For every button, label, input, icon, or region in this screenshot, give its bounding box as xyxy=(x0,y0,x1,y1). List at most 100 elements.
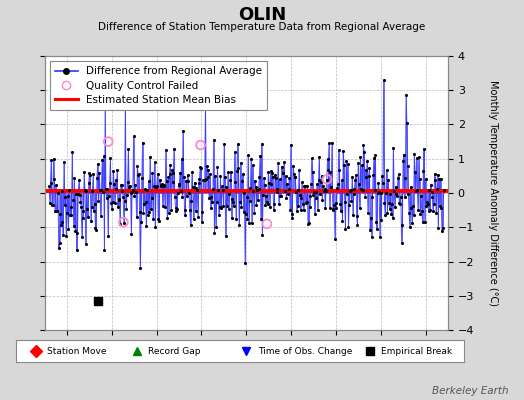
Point xyxy=(388,200,396,207)
Point xyxy=(386,190,395,197)
Point xyxy=(176,170,184,176)
Point xyxy=(63,193,72,200)
Point xyxy=(419,168,428,174)
Point xyxy=(209,186,217,193)
Point xyxy=(56,210,64,217)
Point xyxy=(428,189,436,196)
Text: Difference of Station Temperature Data from Regional Average: Difference of Station Temperature Data f… xyxy=(99,22,425,32)
Point xyxy=(180,174,188,180)
Point xyxy=(226,177,234,183)
Point xyxy=(156,182,165,188)
Point xyxy=(253,186,261,193)
Point xyxy=(283,181,291,187)
Point xyxy=(129,133,138,140)
Point xyxy=(417,192,425,199)
Point xyxy=(82,188,91,194)
Point xyxy=(265,180,274,186)
Point xyxy=(245,198,254,204)
Point xyxy=(383,210,391,216)
Point xyxy=(90,208,98,215)
Point xyxy=(268,170,276,176)
Point xyxy=(435,176,443,182)
Point xyxy=(117,182,125,188)
Point xyxy=(134,171,143,178)
Point xyxy=(154,216,162,222)
Point xyxy=(316,179,325,186)
Point xyxy=(292,188,300,195)
Point xyxy=(160,182,169,188)
Point xyxy=(429,208,437,215)
Point xyxy=(231,179,239,186)
Point xyxy=(348,174,356,181)
Point xyxy=(139,210,148,216)
Point xyxy=(106,155,115,162)
Point xyxy=(128,189,136,195)
Point xyxy=(180,207,189,214)
Point xyxy=(171,194,179,200)
Point xyxy=(260,175,268,181)
Point xyxy=(70,223,78,230)
Point xyxy=(170,146,178,152)
Point xyxy=(384,177,392,183)
Point xyxy=(99,189,107,195)
Point xyxy=(68,148,77,155)
Point xyxy=(354,160,363,166)
Point xyxy=(195,176,204,182)
Point xyxy=(51,208,59,214)
Point xyxy=(299,201,307,207)
Point xyxy=(93,175,101,182)
Point xyxy=(390,187,398,194)
Point xyxy=(297,195,305,202)
Point xyxy=(375,189,384,195)
Point xyxy=(264,201,272,208)
Point xyxy=(236,199,244,205)
Point xyxy=(189,183,197,190)
Point xyxy=(362,166,370,173)
Point xyxy=(133,163,141,169)
Point xyxy=(339,218,347,224)
Point xyxy=(315,154,323,160)
Point xyxy=(310,188,318,195)
Point xyxy=(199,177,208,183)
Point xyxy=(192,208,200,214)
Point xyxy=(300,183,309,189)
Point xyxy=(130,192,138,199)
Point xyxy=(327,184,335,190)
Point xyxy=(431,177,440,183)
Point xyxy=(114,195,123,202)
Point xyxy=(391,204,399,210)
Point xyxy=(281,188,289,194)
Point xyxy=(218,183,226,190)
Point xyxy=(54,245,63,252)
Point xyxy=(129,187,137,193)
Point xyxy=(434,225,442,232)
Point xyxy=(391,183,400,190)
Point xyxy=(349,212,357,218)
Point xyxy=(258,232,267,238)
Point xyxy=(225,191,234,197)
Point xyxy=(407,184,415,190)
Point xyxy=(394,174,402,181)
Point xyxy=(275,201,283,208)
Point xyxy=(367,214,375,221)
Point xyxy=(79,208,88,214)
Point xyxy=(376,234,384,240)
Point xyxy=(219,187,227,194)
Point xyxy=(159,203,167,210)
Point xyxy=(399,158,407,164)
Text: Record Gap: Record Gap xyxy=(148,346,200,356)
Point xyxy=(178,194,187,200)
Point xyxy=(418,208,426,214)
Point xyxy=(412,188,420,195)
Point xyxy=(140,201,148,207)
Point xyxy=(242,211,250,217)
Point xyxy=(75,177,83,183)
Point xyxy=(45,183,53,190)
Point xyxy=(216,173,225,179)
Point xyxy=(264,169,272,176)
Point xyxy=(121,198,129,204)
Point xyxy=(161,146,170,153)
Point xyxy=(353,213,361,220)
Point xyxy=(183,172,192,178)
Point xyxy=(305,204,314,210)
